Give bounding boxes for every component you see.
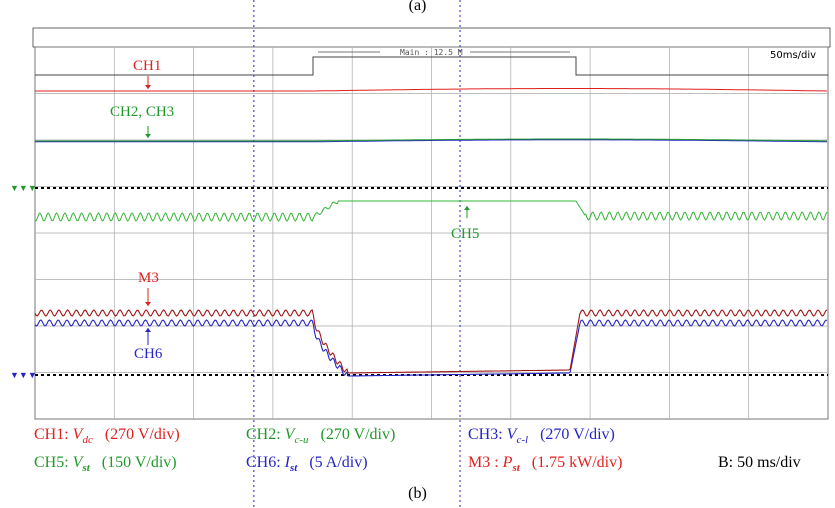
marker-m3: ▼▼▼ xyxy=(10,370,37,380)
header-frame xyxy=(32,27,831,48)
series-ch2 xyxy=(35,138,828,142)
arrow-head-3 xyxy=(145,302,151,306)
series-ch5 xyxy=(35,200,828,222)
annotation-ch6: CH6 xyxy=(134,346,163,362)
series-ch6 xyxy=(34,319,828,377)
legend-entry-0-1: CH2: Vc-u (270 V/div) xyxy=(246,426,396,447)
marker-ch5: ▼▼▼ xyxy=(10,183,37,193)
caption-bottom: (b) xyxy=(408,485,427,502)
caption-top: (a) xyxy=(408,0,427,14)
timebase-label: 50ms/div xyxy=(770,50,817,61)
logic-trace xyxy=(35,56,828,76)
arrow-head-2 xyxy=(464,206,470,210)
legend-entry-1-1: CH6: Ist (5 A/div) xyxy=(246,454,368,475)
legend-timebase: B: 50 ms/div xyxy=(718,454,801,471)
series-m3 xyxy=(34,309,828,374)
arrow-head-1 xyxy=(145,134,151,138)
arrow-head-4 xyxy=(145,328,151,332)
annotation-ch5: CH5 xyxy=(451,226,480,242)
series-ch1 xyxy=(35,88,828,92)
legend-entry-0-0: CH1: Vdc (270 V/div) xyxy=(34,426,180,447)
legend-entry-0-2: CH3: Vc-l (270 V/div) xyxy=(468,426,615,447)
series-ch3 xyxy=(35,139,828,143)
main-record-label: Main : 12.5 M xyxy=(400,48,463,57)
annotation-m3: M3 xyxy=(138,270,159,286)
arrow-head-0 xyxy=(145,85,151,89)
legend-entry-1-0: CH5: Vst (150 V/div) xyxy=(34,454,177,475)
legend-entry-1-2: M3 : Pst (1.75 kW/div) xyxy=(468,454,623,475)
annotation-ch2-ch3: CH2, CH3 xyxy=(110,104,175,120)
annotation-ch1: CH1 xyxy=(133,58,162,74)
